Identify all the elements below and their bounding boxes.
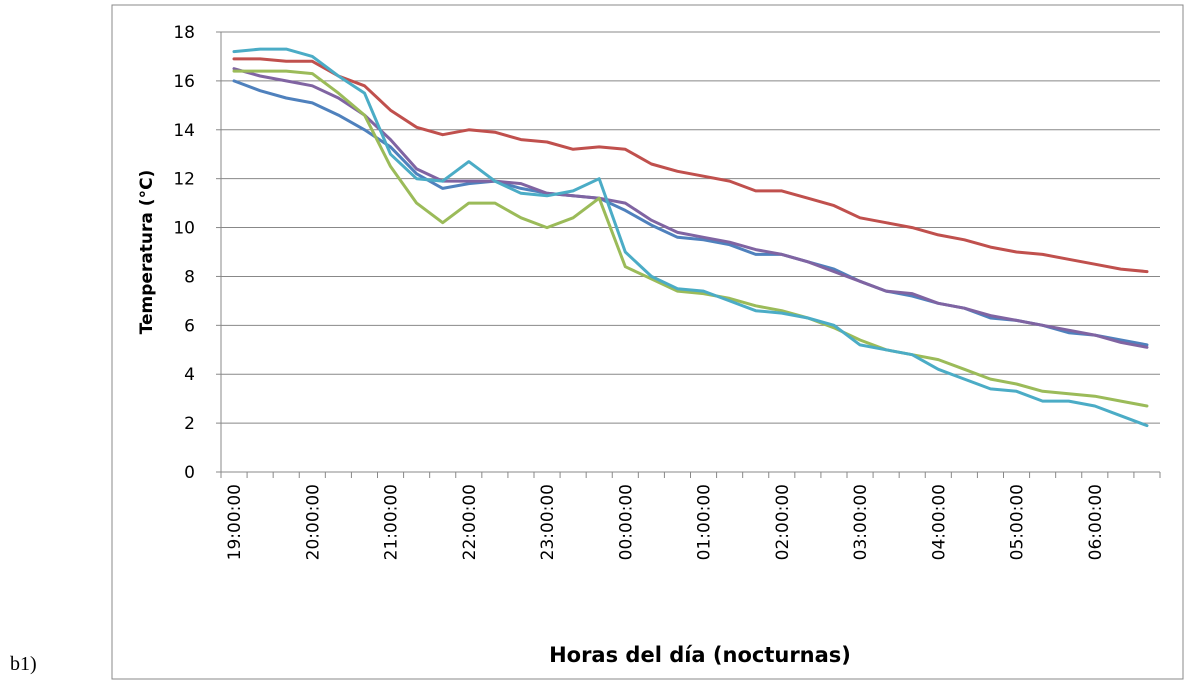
x-tick-label: 00:00:00	[616, 484, 636, 560]
x-axis-title: Horas del día (nocturnas)	[549, 643, 851, 667]
x-tick-label: 21:00:00	[382, 484, 402, 560]
y-tick-label: 14	[173, 121, 195, 141]
y-axis-title: Temperatura (°C)	[137, 170, 157, 335]
y-tick-label: 8	[184, 267, 195, 287]
x-tick-label: 03:00:00	[851, 484, 871, 560]
x-tick-label: 06:00:00	[1086, 484, 1106, 560]
y-tick-label: 6	[184, 316, 195, 336]
x-tick-label: 04:00:00	[929, 484, 949, 560]
y-tick-label: 4	[184, 365, 195, 385]
chart-frame	[111, 4, 1184, 680]
x-tick-label: 05:00:00	[1008, 484, 1028, 560]
y-tick-label: 10	[173, 219, 195, 239]
y-tick-label: 12	[173, 170, 195, 190]
y-tick-label: 16	[173, 72, 195, 92]
panel-label: b1)	[10, 653, 37, 675]
series-line	[232, 69, 1149, 408]
series-line	[232, 47, 1149, 428]
x-tick-label: 22:00:00	[460, 484, 480, 560]
y-tick-label: 18	[173, 23, 195, 43]
x-tick-label: 01:00:00	[695, 484, 715, 560]
x-tick-label: 02:00:00	[773, 484, 793, 560]
x-tick-label: 20:00:00	[303, 484, 323, 560]
series-line	[232, 67, 1149, 349]
y-tick-label: 0	[184, 463, 195, 483]
y-tick-label: 2	[184, 414, 195, 434]
x-tick-label: 23:00:00	[538, 484, 558, 560]
x-tick-label: 19:00:00	[225, 484, 245, 560]
series-line	[232, 57, 1149, 274]
